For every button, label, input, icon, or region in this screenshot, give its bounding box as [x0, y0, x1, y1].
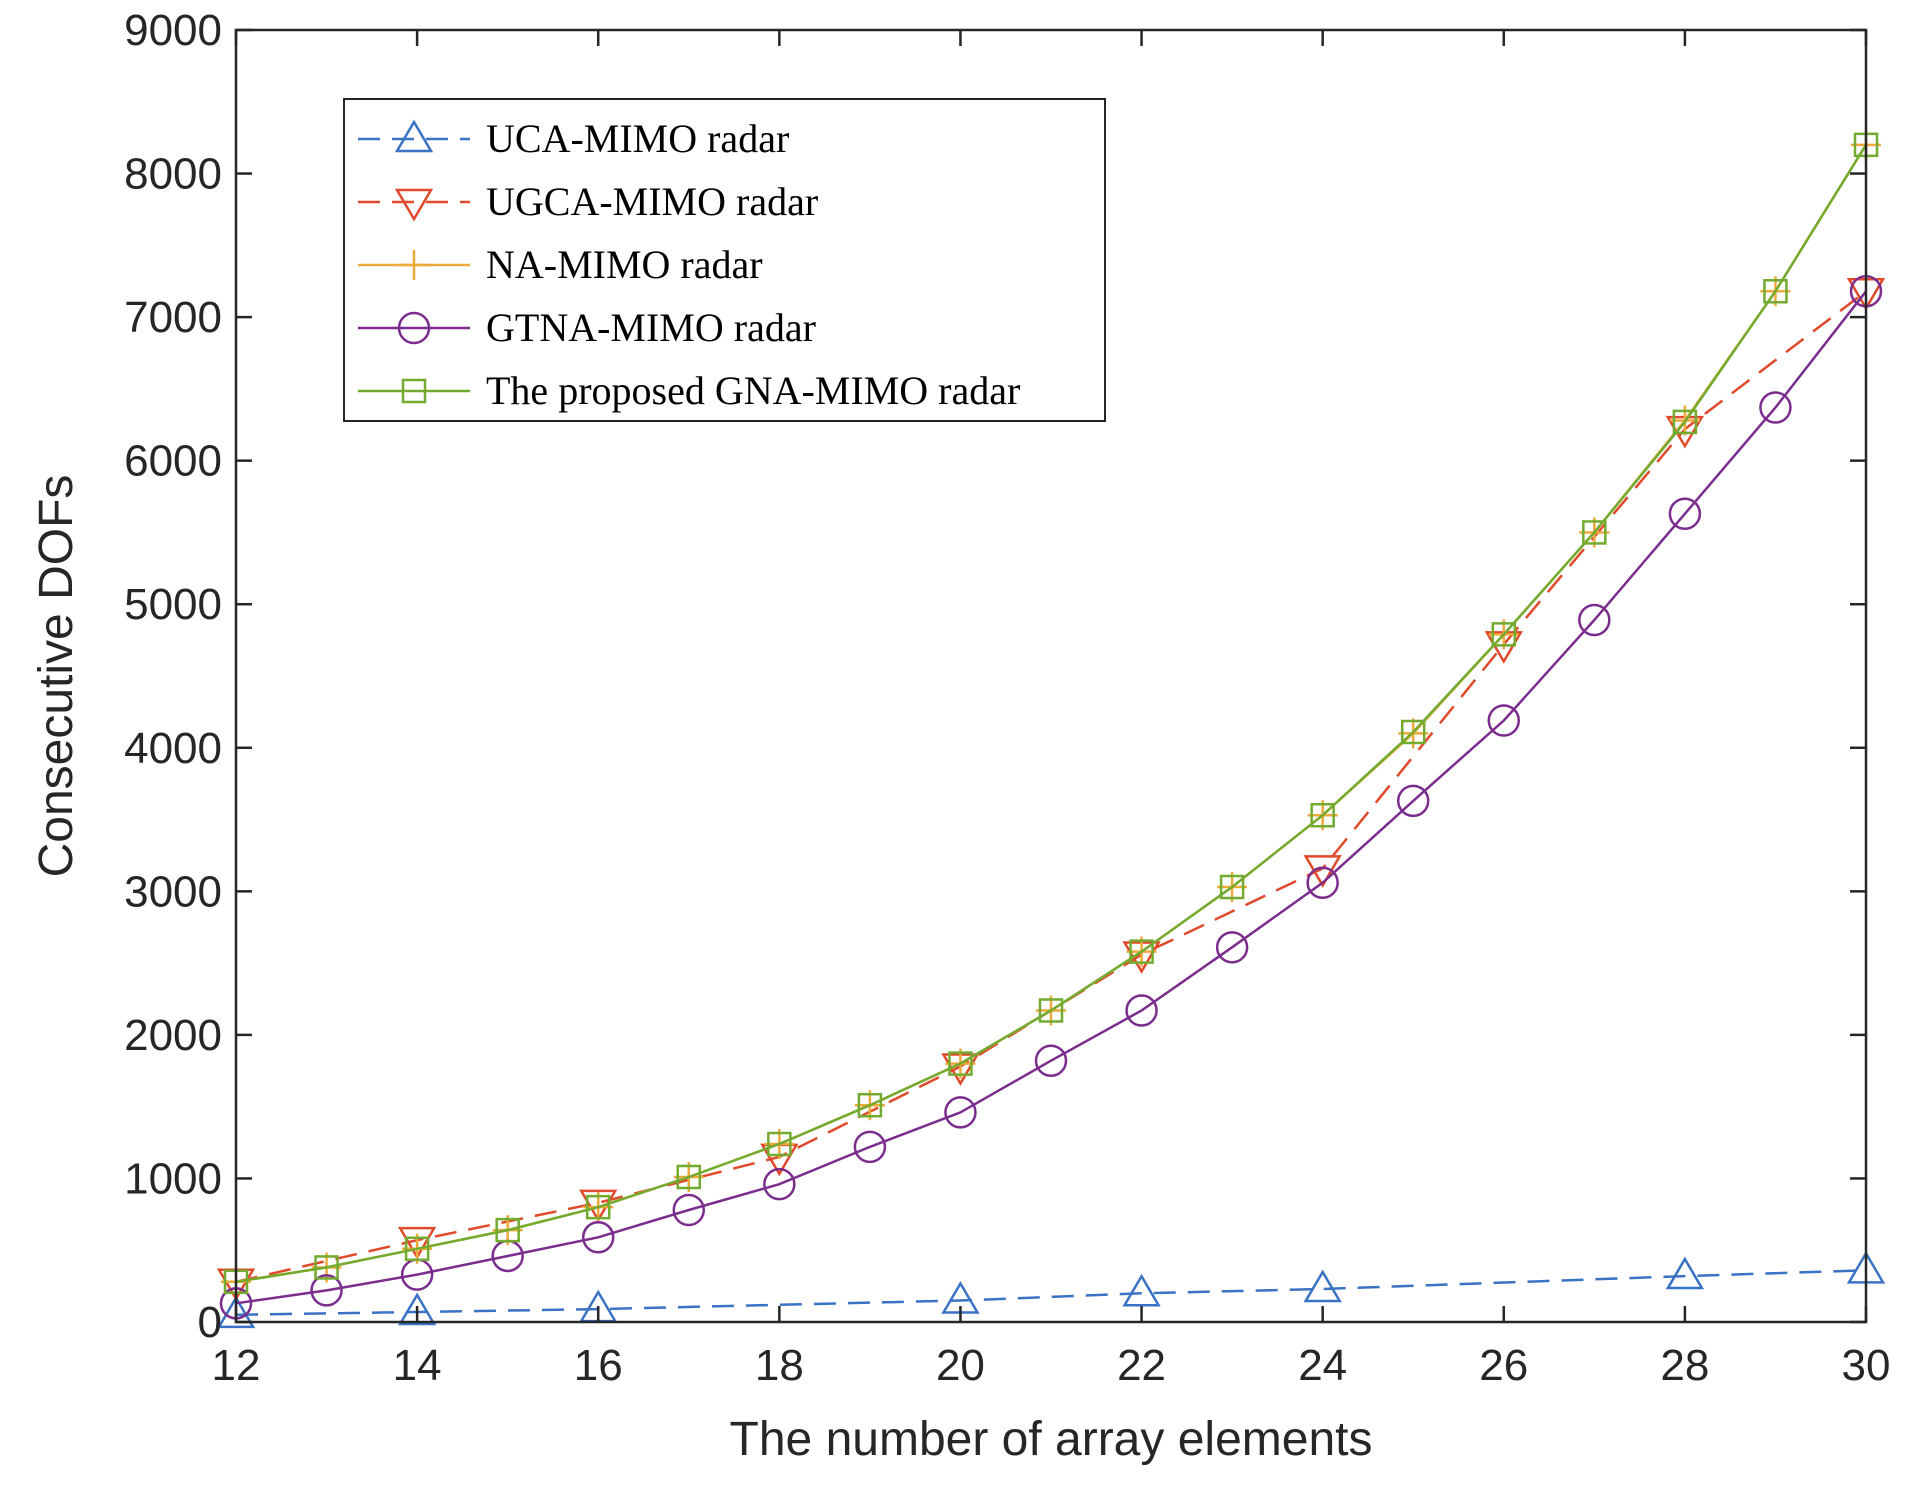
legend-entry: UCA-MIMO radar: [358, 116, 789, 161]
y-tick-label: 0: [198, 1298, 222, 1347]
legend: UCA-MIMO radar UGCA-MIMO radar NA-MIMO rad…: [343, 98, 1106, 422]
legend-entry: The proposed GNA-MIMO radar: [358, 368, 1020, 413]
x-tick-label: 20: [936, 1341, 985, 1390]
legend-label: UGCA-MIMO radar: [486, 179, 818, 224]
data-point: [585, 1194, 611, 1220]
data-point: [944, 1096, 977, 1129]
data-point: [1668, 497, 1702, 531]
series-5: [223, 132, 1879, 1295]
legend-label: UCA-MIMO radar: [486, 116, 789, 161]
y-tick-label: 1000: [124, 1154, 222, 1203]
legend-marker: [401, 378, 427, 404]
y-tick-label: 8000: [124, 150, 222, 199]
series-layer: [216, 129, 1886, 1329]
y-axis-label: Consecutive DOFs: [30, 475, 83, 878]
y-tick-label: 4000: [124, 724, 222, 773]
x-tick-label: 16: [574, 1341, 623, 1390]
y-tick-label: 6000: [124, 437, 222, 486]
data-point: [857, 1092, 883, 1118]
data-point: [1578, 603, 1611, 637]
data-point: [495, 1217, 520, 1243]
x-axis: 12 14 16 18 20 22 24 26 28 30: [212, 30, 1891, 1390]
data-point: [1038, 998, 1064, 1023]
data-point: [1487, 704, 1521, 737]
series-line: [235, 144, 1868, 1284]
data-point: [1219, 874, 1245, 900]
data-point: [1306, 866, 1339, 899]
y-tick-label: 7000: [124, 293, 222, 342]
data-point: [767, 1131, 792, 1157]
data-point: [1310, 802, 1335, 828]
series-line: [235, 1269, 1867, 1317]
y-axis: 0 1000 2000 3000 4000 5000 6000 7000 8000 9000: [124, 6, 1866, 1347]
data-point: [763, 1167, 796, 1201]
data-point: [1034, 1044, 1068, 1077]
x-tick-label: 18: [755, 1341, 804, 1390]
data-point: [1215, 931, 1249, 964]
data-point: [1125, 994, 1158, 1027]
data-point: [1396, 784, 1430, 818]
data-point: [1763, 279, 1788, 304]
data-point: [853, 1130, 887, 1164]
legend-label: GTNA-MIMO radar: [486, 305, 816, 350]
legend-label: NA-MIMO radar: [486, 242, 763, 287]
data-point: [310, 1274, 343, 1307]
legend-entries: UCA-MIMO radar UGCA-MIMO radar NA-MIMO rad…: [358, 116, 1020, 413]
data-point: [1129, 939, 1154, 964]
data-point: [581, 1221, 615, 1254]
x-tick-label: 14: [393, 1341, 442, 1390]
legend-label: The proposed GNA-MIMO radar: [486, 368, 1020, 413]
data-point: [676, 1164, 702, 1190]
x-tick-label: 24: [1298, 1341, 1347, 1390]
data-point: [397, 1226, 437, 1260]
legend-entry: GTNA-MIMO radar: [358, 305, 816, 350]
x-tick-label: 22: [1117, 1341, 1166, 1390]
data-point: [1665, 1256, 1705, 1290]
data-point: [216, 1295, 256, 1329]
legend-marker: [394, 119, 434, 153]
data-point: [314, 1255, 339, 1280]
y-tick-label: 9000: [124, 6, 222, 55]
legend-marker: [399, 250, 429, 280]
x-axis-label: The number of array elements: [730, 1413, 1373, 1466]
x-tick-label: 12: [212, 1341, 261, 1390]
data-point: [1491, 622, 1517, 647]
data-point: [404, 1236, 430, 1262]
data-point: [672, 1193, 706, 1227]
data-point: [1122, 1273, 1161, 1307]
legend-marker: [397, 311, 431, 345]
data-point: [397, 1292, 437, 1326]
y-tick-label: 2000: [124, 1011, 222, 1060]
legend-entry: NA-MIMO radar: [358, 242, 763, 287]
data-point: [1672, 409, 1698, 435]
x-tick-label: 28: [1660, 1341, 1709, 1390]
y-tick-label: 5000: [124, 580, 222, 629]
series-1: [216, 1250, 1886, 1329]
data-point: [1759, 391, 1792, 424]
data-point: [1582, 520, 1607, 545]
x-tick-label: 30: [1842, 1341, 1891, 1390]
plot-frame: [234, 28, 1868, 1324]
data-point: [948, 1051, 973, 1076]
legend-entry: UGCA-MIMO radar: [358, 179, 818, 224]
data-point: [1303, 1269, 1342, 1303]
x-tick-label: 26: [1479, 1341, 1528, 1390]
legend-marker: [394, 188, 434, 222]
y-tick-label: 3000: [124, 867, 222, 916]
data-point: [1400, 719, 1426, 745]
legend-box: [343, 98, 1106, 422]
series-line: [235, 290, 1867, 1305]
